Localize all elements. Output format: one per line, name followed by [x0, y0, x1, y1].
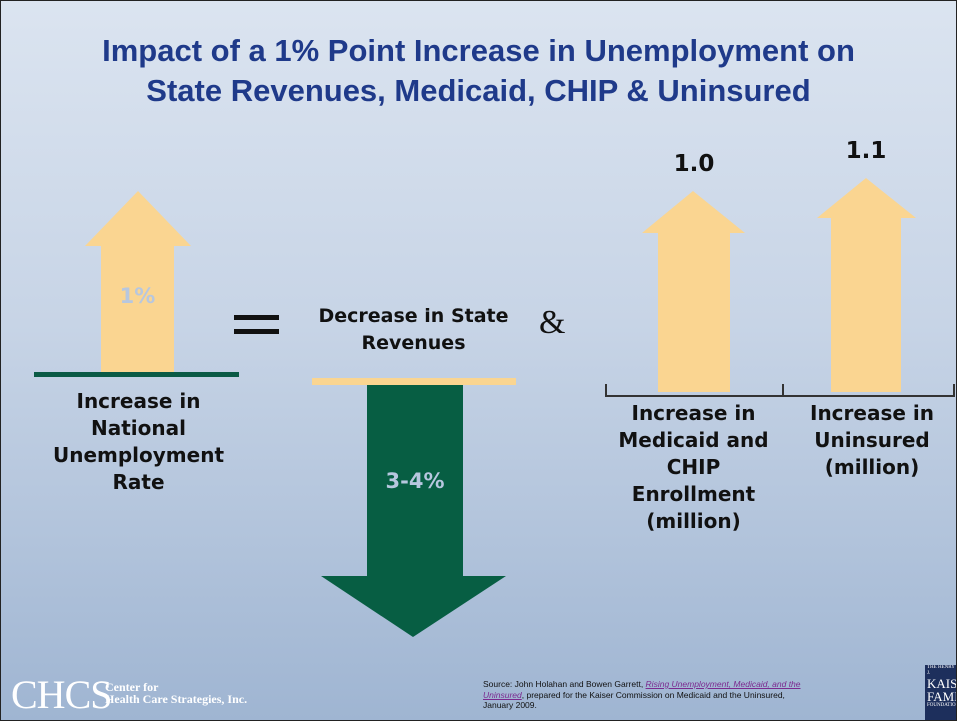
medicaid-label: Increase in Medicaid and CHIP Enrollment…	[606, 400, 781, 535]
source-citation: Source: John Holahan and Bowen Garrett, …	[483, 679, 813, 711]
right-axis-tick-left	[605, 384, 607, 396]
kff-logo-bottom: FOUNDATION	[927, 703, 956, 708]
chcs-logo-line: Health Care Strategies, Inc.	[105, 692, 248, 706]
medicaid-label-line: CHIP	[666, 455, 721, 479]
uninsured-label-line: (million)	[824, 455, 920, 479]
revenue-heading: Decrease in State Revenues	[296, 303, 531, 357]
uninsured-label-line: Increase in	[810, 401, 934, 425]
revenue-arrow-value: 3-4%	[385, 469, 445, 493]
source-suffix: , prepared for the Kaiser Commission on …	[483, 689, 785, 711]
kff-logo-line: KAISER	[927, 676, 956, 691]
right-axis-tick-mid	[782, 384, 784, 396]
medicaid-label-line: Medicaid and	[618, 428, 769, 452]
uninsured-up-arrow	[817, 178, 916, 392]
equals-bar-top	[234, 315, 279, 320]
uninsured-value: 1.1	[845, 138, 887, 164]
revenue-baseline	[312, 378, 516, 385]
source-title-link[interactable]: Rising Unemployment, Medicaid, and the U…	[483, 679, 801, 700]
right-axis-tick-right	[953, 384, 955, 396]
revenue-down-arrow	[321, 385, 506, 637]
unemployment-label-line: Unemployment	[52, 443, 225, 467]
kff-logo: THE HENRY J. KAISER FAMILY FOUNDATION	[925, 665, 956, 720]
title-line-2: State Revenues, Medicaid, CHIP & Uninsur…	[146, 73, 811, 108]
kff-logo-line: FAMILY	[927, 689, 956, 704]
unemployment-label-line: Rate	[112, 470, 165, 494]
unemployment-baseline	[34, 372, 239, 377]
chcs-logo-subtitle: Center for Health Care Strategies, Inc.	[105, 681, 247, 705]
chcs-logo: CHCS	[11, 672, 112, 717]
revenue-heading-line: Revenues	[361, 332, 466, 354]
source-prefix: Source: John Holahan and Bowen Garrett,	[483, 679, 646, 689]
unemployment-arrow-value: 1%	[119, 284, 156, 308]
title-line-1: Impact of a 1% Point Increase in Unemplo…	[102, 33, 855, 68]
slide-title: Impact of a 1% Point Increase in Unemplo…	[1, 31, 956, 111]
unemployment-up-arrow	[85, 191, 191, 373]
medicaid-label-line: Increase in	[631, 401, 756, 425]
medicaid-value: 1.0	[673, 151, 715, 177]
medicaid-label-line: Enrollment	[631, 482, 756, 506]
uninsured-label-line: Uninsured	[814, 428, 930, 452]
uninsured-label: Increase in Uninsured (million)	[788, 400, 956, 481]
chcs-logo-line: Center for	[105, 680, 159, 694]
unemployment-label: Increase in National Unemployment Rate	[31, 388, 246, 496]
medicaid-up-arrow	[642, 191, 745, 392]
ampersand-symbol: &	[539, 304, 566, 341]
equals-bar-bottom	[234, 329, 279, 334]
unemployment-label-line: National	[91, 416, 186, 440]
unemployment-label-line: Increase in	[76, 389, 201, 413]
right-axis-line	[605, 395, 955, 397]
medicaid-label-line: (million)	[646, 509, 741, 533]
kff-logo-top: THE HENRY J.	[927, 665, 955, 676]
revenue-heading-line: Decrease in State	[318, 305, 509, 327]
